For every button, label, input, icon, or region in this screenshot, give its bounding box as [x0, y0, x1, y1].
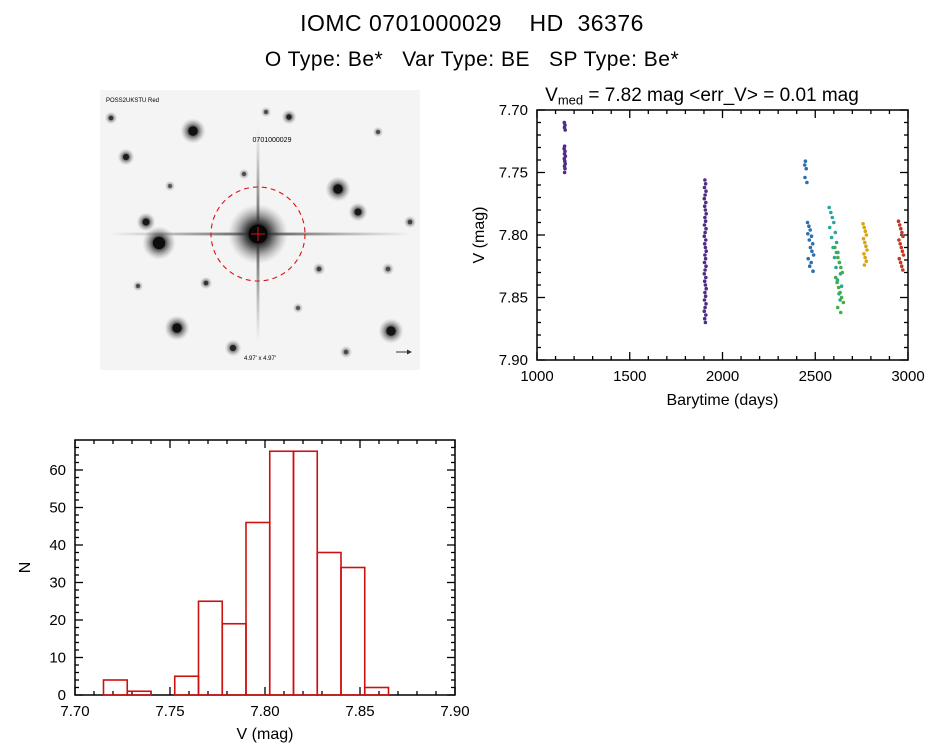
star-core	[168, 184, 172, 188]
star-core	[343, 349, 349, 355]
compass-arrowhead	[407, 349, 412, 355]
star-core	[122, 153, 130, 161]
series-purple-early	[562, 120, 568, 175]
svg-text:60: 60	[49, 462, 66, 479]
star	[292, 302, 304, 314]
svg-text:7.80: 7.80	[250, 703, 279, 720]
svg-text:7.80: 7.80	[499, 227, 528, 244]
star-core	[172, 323, 182, 333]
star-core	[264, 110, 268, 114]
svg-text:2000: 2000	[706, 368, 739, 385]
histogram-bars	[102, 450, 390, 696]
svg-text:7.70: 7.70	[60, 703, 89, 720]
survey-label: POSS2UKSTU Red	[106, 98, 159, 104]
star-core	[108, 115, 114, 121]
axes-ticks	[536, 109, 909, 361]
y-axis-label: V (mag)	[471, 207, 488, 264]
page-title: IOMC 0701000029 HD 36376	[300, 10, 644, 36]
histogram-bar	[363, 686, 390, 696]
target-circle	[210, 186, 306, 282]
star-core	[286, 114, 292, 120]
svg-text:7.70: 7.70	[499, 102, 528, 119]
star-core	[296, 306, 300, 310]
star-core	[242, 172, 246, 176]
svg-text:2500: 2500	[799, 368, 832, 385]
finder-chart-panel: 0701000029 POSS2UKSTU Red 4.97' x 4.97'	[100, 90, 420, 370]
tick-labels: 7.70 7.75 7.80 7.85 7.90 0 10 20 30 40 50 60	[49, 462, 469, 720]
plot-frame	[536, 109, 909, 361]
star-core	[354, 208, 362, 216]
axes-ticks	[74, 440, 456, 696]
page-subtitle: O Type: Be* Var Type: BE SP Type: Be*	[264, 48, 680, 71]
star-core	[386, 326, 396, 336]
series-blue	[802, 159, 816, 273]
histogram-bar	[340, 566, 366, 696]
svg-text:20: 20	[49, 612, 66, 629]
svg-text:10: 10	[49, 650, 66, 667]
histogram-bar	[126, 690, 152, 696]
series-red	[896, 219, 906, 272]
svg-text:3000: 3000	[891, 368, 924, 385]
svg-text:7.85: 7.85	[345, 703, 374, 720]
lightcurve-title: Vmed = 7.82 mag <err_V> = 0.01 mag	[460, 85, 944, 107]
svg-text:50: 50	[49, 500, 66, 517]
star-core	[229, 344, 237, 352]
tick-labels: 1000 1500 2000 2500 3000 7.70 7.75 7.80 7.85 7.90	[499, 102, 925, 385]
star-core	[203, 280, 209, 286]
star-core	[407, 219, 413, 225]
series-purple-main	[702, 178, 708, 325]
star-core	[316, 266, 322, 272]
lightcurve-title-suffix: = 7.82 mag <err_V> = 0.01 mag	[583, 85, 859, 106]
histogram-bar	[173, 675, 200, 696]
target-label: 0701000029	[253, 137, 292, 144]
svg-text:0: 0	[58, 687, 66, 704]
star-core	[376, 130, 380, 134]
histogram-bar	[221, 622, 247, 696]
svg-text:1500: 1500	[613, 368, 646, 385]
star-core	[152, 236, 166, 250]
lightcurve-plot: 1000 1500 2000 2500 3000 7.70 7.75 7.80 7.85 7.90…	[471, 102, 925, 409]
svg-text:7.75: 7.75	[499, 165, 528, 182]
star-field-image: 0701000029 POSS2UKSTU Red 4.97' x 4.97'	[100, 90, 420, 370]
histogram-plot: 7.70 7.75 7.80 7.85 7.90 0 10 20 30 40 50 60 V (mag)…	[17, 439, 470, 743]
histogram-bar	[102, 679, 129, 696]
star-core	[385, 266, 391, 272]
histogram-bar	[268, 450, 295, 696]
lightcurve-title-prefix: V	[545, 85, 558, 106]
histogram-bar	[197, 600, 224, 696]
series-green	[833, 245, 846, 315]
star-core	[136, 284, 140, 288]
svg-text:30: 30	[49, 575, 66, 592]
histogram-bar	[316, 551, 342, 696]
y-axis-label: N	[17, 562, 34, 574]
scale-label: 4.97' x 4.97'	[244, 356, 276, 362]
histogram-bar	[245, 521, 271, 696]
lightcurve-title-subscript: med	[557, 92, 584, 108]
svg-text:7.90: 7.90	[440, 703, 469, 720]
x-axis-label: Barytime (days)	[666, 392, 778, 409]
star-core	[142, 218, 150, 226]
histogram-bar	[292, 450, 319, 696]
svg-text:7.75: 7.75	[155, 703, 184, 720]
plot-frame	[74, 439, 456, 696]
star-core	[333, 184, 343, 194]
target-marker-overlay: 0701000029 POSS2UKSTU Red 4.97' x 4.97'	[106, 98, 412, 362]
svg-text:7.85: 7.85	[499, 290, 528, 307]
star	[164, 180, 176, 192]
star-core	[188, 126, 198, 136]
series-gold	[861, 222, 869, 267]
svg-text:40: 40	[49, 537, 66, 554]
svg-text:1000: 1000	[520, 368, 553, 385]
x-axis-label: V (mag)	[237, 726, 294, 743]
svg-text:7.90: 7.90	[499, 352, 528, 369]
